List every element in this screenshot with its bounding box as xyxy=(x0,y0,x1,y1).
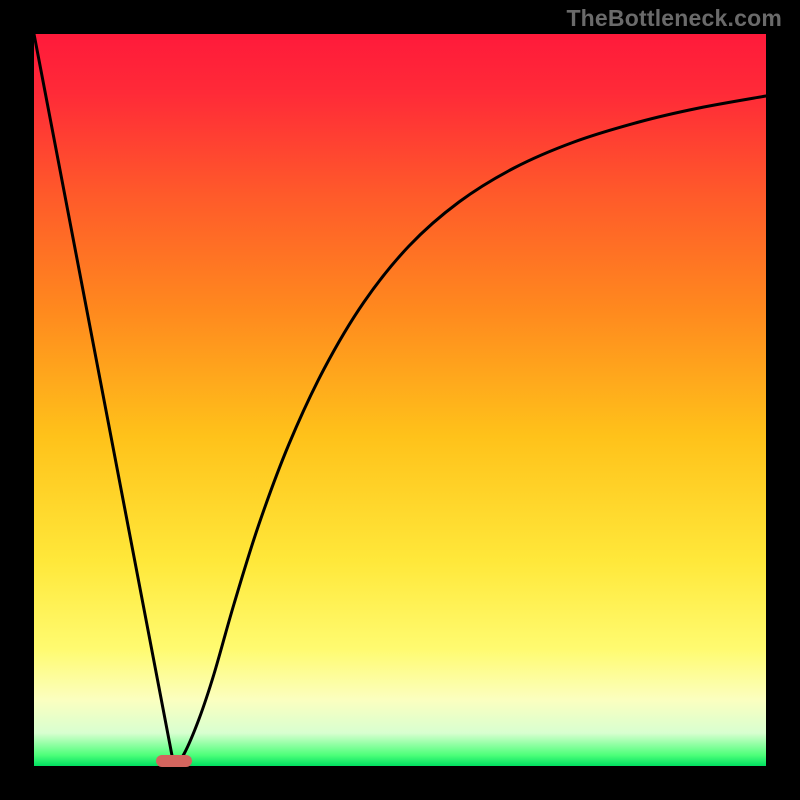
chart-container: TheBottleneck.com xyxy=(0,0,800,800)
curve-svg xyxy=(34,34,766,766)
curve-right-segment xyxy=(174,96,766,766)
watermark-text: TheBottleneck.com xyxy=(566,5,782,32)
plot-area xyxy=(34,34,766,766)
bottom-marker xyxy=(156,755,192,767)
curve-left-segment xyxy=(34,34,174,766)
